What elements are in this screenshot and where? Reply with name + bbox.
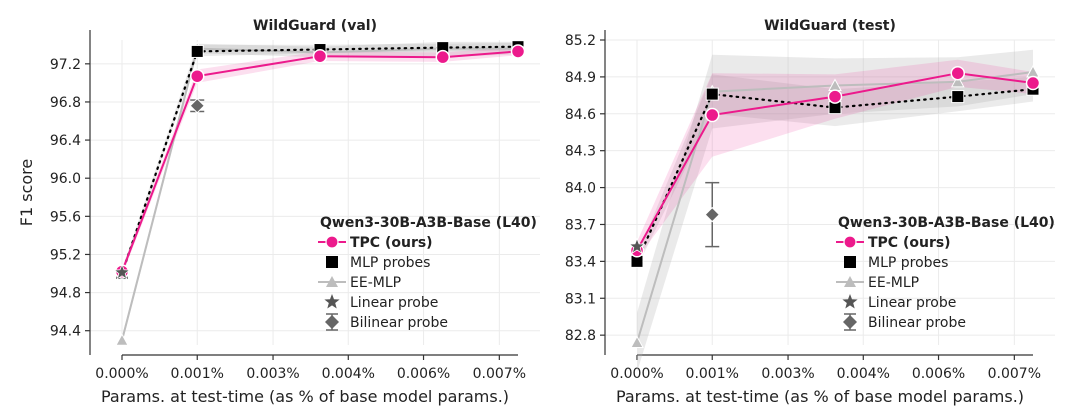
- x-tick-label: 0.007%: [988, 366, 1041, 382]
- tpc-point: [510, 44, 526, 59]
- legend-label: TPC (ours): [868, 235, 951, 251]
- y-tick-label: 85.2: [565, 33, 596, 49]
- series-line-mlp-probes: [120, 45, 520, 275]
- legend-handle-circle: [843, 235, 857, 249]
- x-tick-label: 0.001%: [686, 366, 739, 382]
- chart-title: WildGuard (val): [253, 18, 377, 34]
- x-tick-label: 0.003%: [761, 366, 814, 382]
- tpc-point: [435, 49, 451, 65]
- legend-label: EE-MLP: [868, 275, 919, 291]
- y-tick-label: 84.6: [565, 107, 596, 123]
- legend-handle-square: [326, 256, 338, 268]
- x-tick-label: 0.006%: [397, 366, 450, 382]
- y-tick-label: 83.4: [565, 254, 596, 270]
- band-ee-mlp: [637, 49, 1033, 373]
- ee-mlp-point: [630, 335, 644, 349]
- tpc-point: [1025, 75, 1041, 91]
- legend-handle-star: [324, 294, 340, 309]
- chart-title: WildGuard (test): [764, 18, 896, 34]
- legend: Qwen3-30B-A3B-Base (L40) TPC (ours) MLP pr…: [836, 215, 1055, 331]
- x-axis-label: Params. at test-time (as % of base model…: [101, 387, 509, 406]
- y-tick-label: 83.1: [565, 291, 596, 307]
- legend-label: Linear probe: [350, 295, 438, 311]
- legend-label: Linear probe: [868, 295, 956, 311]
- band-ee-mlp: [122, 41, 518, 345]
- mlp-probe-point: [705, 87, 719, 101]
- y-tick-label: 95.6: [50, 209, 81, 225]
- legend-label: TPC (ours): [350, 235, 433, 251]
- x-tick-label: 0.000%: [95, 366, 148, 382]
- x-tick-label: 0.007%: [473, 366, 526, 382]
- legend-title: Qwen3-30B-A3B-Base (L40): [838, 215, 1055, 231]
- x-tick-label: 0.000%: [610, 366, 663, 382]
- legend-handle-square: [844, 256, 856, 268]
- y-axis-label: F1 score: [17, 159, 36, 226]
- x-tick-label: 0.004%: [322, 366, 375, 382]
- x-tick-label: 0.003%: [246, 366, 299, 382]
- x-axis-label: Params. at test-time (as % of base model…: [616, 387, 1024, 406]
- tpc-point: [827, 89, 843, 104]
- mlp-probe-point: [190, 44, 204, 58]
- chart-panel-1: 94.4 94.8 95.2 95.6 96.0 96.4 96.8 97.2 0.000% 0.…: [17, 18, 540, 406]
- y-tick-label: 82.8: [565, 328, 596, 344]
- ee-mlp-point: [115, 333, 129, 346]
- legend-handle-triangle: [326, 276, 338, 287]
- y-tick-label: 96.0: [50, 171, 81, 187]
- legend-handle-diamond: [325, 315, 339, 329]
- bilinear-probe-point: [189, 98, 205, 114]
- linear-probe-point: [113, 263, 131, 280]
- linear-probe-point: [628, 237, 646, 255]
- legend-label: Bilinear probe: [868, 315, 966, 331]
- legend: Qwen3-30B-A3B-Base (L40) TPC (ours) MLP pr…: [318, 215, 537, 331]
- ee-mlp-point: [950, 74, 965, 88]
- y-tick-label: 94.8: [50, 286, 81, 302]
- band-tpc-ours-: [637, 59, 1033, 259]
- legend-label: EE-MLP: [350, 275, 401, 291]
- x-tick-label: 0.001%: [171, 366, 224, 382]
- tpc-point: [312, 48, 328, 64]
- legend-title: Qwen3-30B-A3B-Base (L40): [320, 215, 537, 231]
- legend-handle-star: [842, 294, 858, 309]
- y-tick-label: 96.4: [50, 133, 81, 149]
- legend-label: MLP probes: [350, 255, 430, 271]
- tpc-point: [189, 68, 205, 84]
- y-tick-label: 96.8: [50, 95, 81, 111]
- tpc-point: [950, 65, 966, 81]
- series-line-tpc: [121, 50, 519, 272]
- y-tick-label: 95.2: [50, 247, 81, 263]
- chart-panel-2: 82.8 83.1 83.4 83.7 84.0 84.3 84.6 84.9 85.2 0.00…: [565, 18, 1055, 406]
- mlp-probe-point: [951, 90, 965, 104]
- legend-label: MLP probes: [868, 255, 948, 271]
- y-tick-label: 84.9: [565, 70, 596, 86]
- y-tick-label: 83.7: [565, 217, 596, 233]
- legend-handle-circle: [325, 235, 339, 249]
- legend-handle-triangle: [844, 276, 856, 287]
- y-tick-label: 97.2: [50, 57, 81, 73]
- y-tick-label: 84.0: [565, 181, 596, 197]
- x-tick-label: 0.004%: [837, 366, 890, 382]
- y-tick-label: 84.3: [565, 144, 596, 160]
- x-tick-label: 0.006%: [912, 366, 965, 382]
- tpc-point: [704, 107, 720, 123]
- bilinear-probe-point: [704, 206, 720, 223]
- y-tick-label: 94.4: [50, 324, 81, 340]
- legend-label: Bilinear probe: [350, 315, 448, 331]
- legend-handle-diamond: [843, 315, 857, 329]
